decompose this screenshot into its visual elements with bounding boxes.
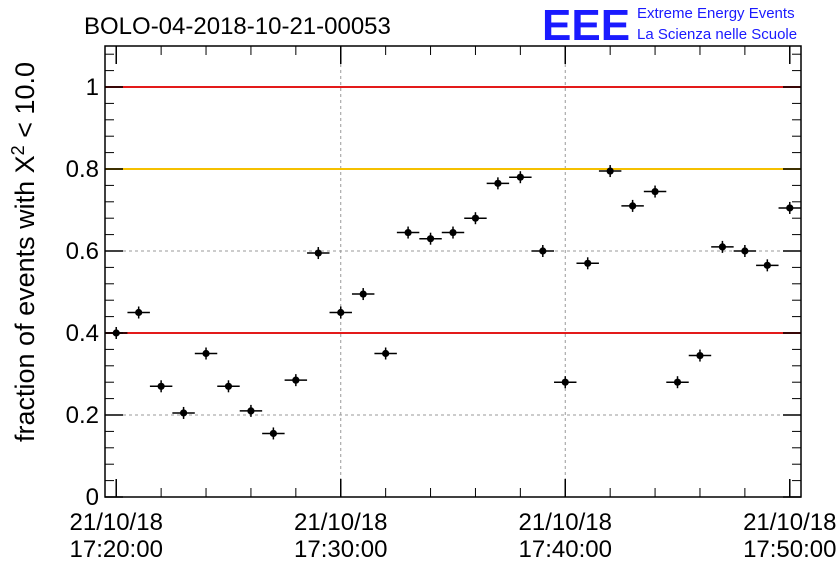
x-tick-label-time: 17:20:00 bbox=[70, 536, 163, 563]
data-point bbox=[733, 245, 757, 257]
x-tick-label-time: 17:30:00 bbox=[294, 536, 387, 563]
y-tick-label: 0.6 bbox=[66, 238, 99, 265]
point-marker bbox=[269, 429, 277, 438]
point-marker bbox=[673, 378, 682, 386]
x-tick-label-date: 21/10/18 bbox=[519, 509, 612, 536]
point-marker bbox=[718, 243, 727, 251]
data-point bbox=[464, 212, 487, 225]
data-point bbox=[217, 380, 240, 393]
grid bbox=[105, 46, 801, 497]
axis-ticks bbox=[105, 46, 801, 498]
point-marker bbox=[786, 204, 794, 212]
x-tick-label-date: 21/10/18 bbox=[294, 509, 387, 536]
data-points bbox=[105, 165, 801, 440]
data-point bbox=[688, 349, 712, 362]
point-marker bbox=[449, 228, 457, 237]
data-point bbox=[621, 199, 644, 212]
point-marker bbox=[292, 376, 300, 384]
tick-labels: 00.20.40.60.8121/10/1817:20:0021/10/1817… bbox=[66, 74, 836, 563]
data-point bbox=[194, 347, 218, 360]
data-point bbox=[239, 404, 263, 417]
logo-mark: EEE bbox=[542, 1, 630, 50]
data-point bbox=[351, 288, 375, 301]
point-marker bbox=[202, 349, 210, 358]
data-point bbox=[262, 427, 285, 440]
point-marker bbox=[426, 235, 435, 243]
x-tick-label-date: 21/10/18 bbox=[70, 509, 163, 536]
chart-title: BOLO-04-2018-10-21-00053 bbox=[84, 13, 391, 40]
data-point bbox=[666, 376, 689, 389]
y-tick-label: 0.4 bbox=[66, 320, 99, 347]
point-marker bbox=[314, 249, 322, 257]
point-marker bbox=[763, 261, 771, 269]
data-point bbox=[172, 406, 195, 419]
eee-logo: EEE Extreme Energy Events La Scienza nel… bbox=[542, 1, 797, 50]
point-marker bbox=[741, 247, 749, 255]
data-point bbox=[598, 165, 622, 178]
plot-frame bbox=[104, 45, 802, 498]
y-tick-label: 0 bbox=[86, 484, 99, 511]
data-point bbox=[284, 374, 308, 387]
point-marker bbox=[471, 214, 480, 222]
point-marker bbox=[337, 308, 345, 317]
data-point bbox=[396, 226, 420, 239]
point-marker bbox=[135, 308, 143, 317]
x-tick-label-time: 17:50:00 bbox=[743, 536, 836, 563]
point-marker bbox=[247, 407, 255, 415]
point-marker bbox=[539, 247, 547, 255]
y-axis-label: fraction of events with X2 < 10.0 bbox=[8, 62, 40, 442]
y-tick-label: 0.2 bbox=[66, 402, 99, 429]
point-marker bbox=[651, 187, 659, 196]
data-point bbox=[509, 171, 532, 184]
point-marker bbox=[584, 259, 592, 267]
point-marker bbox=[494, 179, 502, 187]
data-point bbox=[149, 380, 173, 393]
data-point bbox=[441, 226, 465, 239]
data-point bbox=[756, 259, 779, 272]
data-point bbox=[711, 240, 734, 253]
x-tick-label-date: 21/10/18 bbox=[743, 509, 836, 536]
logo-line-1: Extreme Energy Events bbox=[637, 5, 795, 22]
data-point bbox=[576, 257, 599, 270]
y-axis-label-tail: < 10.0 bbox=[10, 62, 40, 145]
data-point bbox=[778, 201, 801, 214]
x-tick-label-time: 17:40:00 bbox=[519, 536, 612, 563]
point-marker bbox=[516, 173, 524, 181]
data-point bbox=[329, 306, 352, 319]
y-tick-label: 1 bbox=[86, 74, 99, 101]
data-point bbox=[486, 177, 510, 190]
data-point bbox=[554, 376, 577, 389]
point-marker bbox=[561, 378, 569, 386]
data-point bbox=[307, 247, 330, 260]
point-marker bbox=[224, 382, 233, 390]
data-point bbox=[374, 347, 397, 360]
reference-lines bbox=[105, 86, 801, 334]
data-point bbox=[419, 232, 442, 245]
point-marker bbox=[696, 351, 704, 360]
point-marker bbox=[359, 290, 367, 298]
point-marker bbox=[629, 202, 637, 210]
logo-line-2: La Scienza nelle Scuole bbox=[637, 26, 797, 43]
y-axis-label-main: fraction of events with X bbox=[10, 155, 40, 442]
point-marker bbox=[382, 349, 390, 358]
data-point bbox=[127, 306, 150, 319]
point-marker bbox=[179, 409, 188, 417]
point-marker bbox=[157, 382, 165, 390]
point-marker bbox=[404, 228, 412, 237]
data-point bbox=[643, 185, 667, 198]
data-point bbox=[531, 245, 555, 257]
y-tick-label: 0.8 bbox=[66, 156, 99, 183]
y-axis-label-superscript: 2 bbox=[8, 145, 28, 155]
point-marker bbox=[606, 167, 614, 175]
